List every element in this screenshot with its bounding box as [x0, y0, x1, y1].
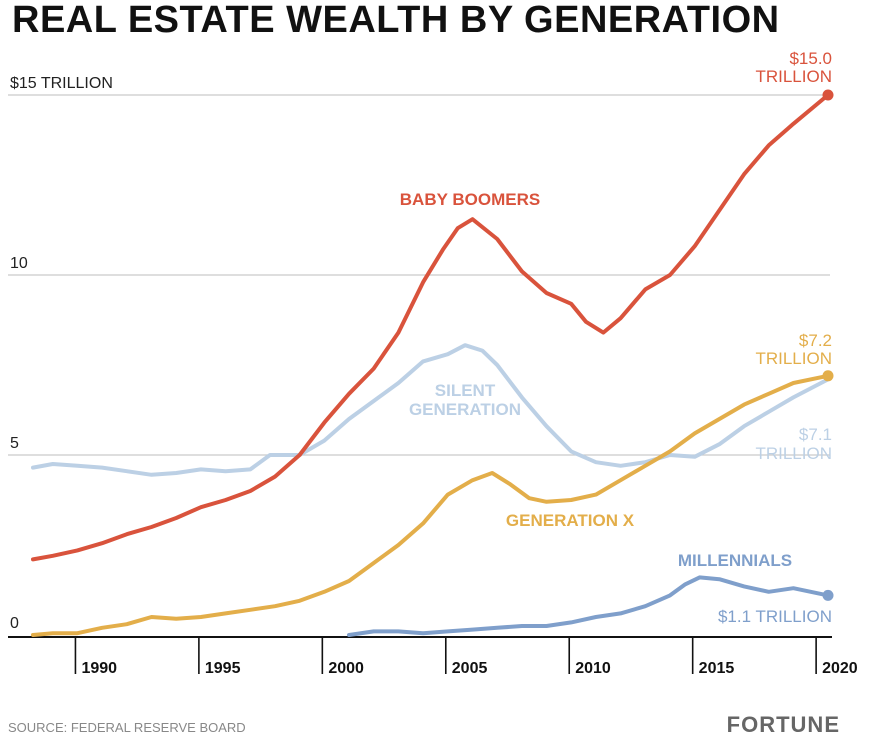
x-tick-label-1990: 1990 — [81, 660, 117, 677]
end-value-label-baby-boomers-1: $15.0 — [789, 49, 832, 68]
end-value-label-silent-generation-2: TRILLION — [755, 444, 832, 463]
end-point-baby-boomers — [822, 89, 834, 101]
end-value-label-generation-x-2: TRILLION — [755, 349, 832, 368]
series-label-generation-x: GENERATION X — [506, 511, 635, 530]
end-value-label-baby-boomers-2: TRILLION — [755, 67, 832, 86]
series-lines — [31, 89, 834, 637]
end-value-label-millennials-1: $1.1 TRILLION — [718, 607, 832, 626]
y-tick-label-5: 5 — [10, 435, 19, 452]
brand-logo: FORTUNE — [727, 712, 840, 737]
chart-title: REAL ESTATE WEALTH BY GENERATION — [12, 0, 780, 41]
end-point-millennials — [822, 589, 834, 601]
series-line-silent-generation — [31, 343, 830, 477]
x-tick-label-2015: 2015 — [699, 660, 735, 677]
series-line-generation-x — [31, 373, 830, 637]
series-label-silent-generation-1: SILENT — [435, 381, 496, 400]
y-axis: 0 5 10 $15 TRILLION — [10, 75, 113, 632]
x-tick-label-1995: 1995 — [205, 660, 241, 677]
y-tick-label-10: 10 — [10, 255, 28, 272]
end-value-label-generation-x-1: $7.2 — [799, 331, 832, 350]
series-line-baby-boomers — [31, 93, 830, 562]
y-tick-label-15: $15 TRILLION — [10, 75, 113, 92]
series-label-silent-generation-2: GENERATION — [409, 400, 521, 419]
series-label-millennials: MILLENNIALS — [678, 551, 792, 570]
end-point-generation-x — [822, 370, 834, 382]
end-value-label-silent-generation-1: $7.1 — [799, 425, 832, 444]
x-tick-label-2010: 2010 — [575, 660, 611, 677]
series-label-baby-boomers: BABY BOOMERS — [400, 190, 540, 209]
y-tick-label-0: 0 — [10, 615, 19, 632]
x-tick-label-2005: 2005 — [452, 660, 488, 677]
x-tick-label-2020: 2020 — [822, 660, 858, 677]
x-axis: 1990 1995 2000 2005 2010 2015 2020 — [8, 636, 858, 677]
source-note: SOURCE: FEDERAL RESERVE BOARD — [8, 720, 246, 735]
x-tick-label-2000: 2000 — [328, 660, 364, 677]
series-line-millennials — [347, 575, 830, 637]
